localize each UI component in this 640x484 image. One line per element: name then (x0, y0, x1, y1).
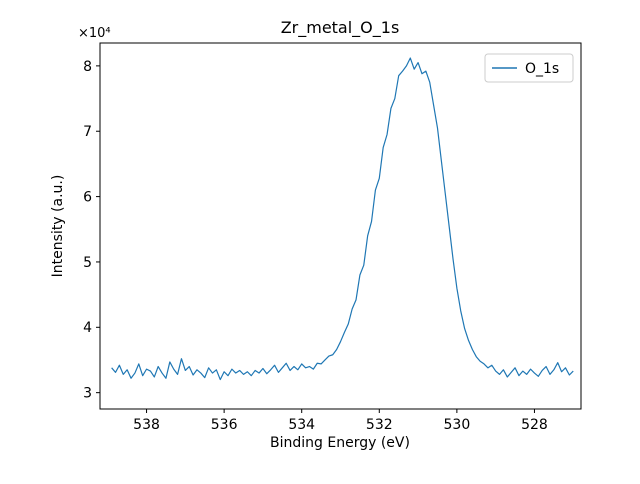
y-axis-label: Intensity (a.u.) (50, 175, 66, 278)
data-line-layer (111, 57, 574, 381)
o1s-spectrum-line (111, 57, 574, 381)
x-tick-label: 536 (211, 417, 238, 433)
y-tick-label: 5 (83, 255, 92, 271)
y-tick-label: 3 (83, 386, 92, 402)
y-tick-label: 6 (83, 189, 92, 205)
y-axis-offset-text: ×10⁴ (78, 26, 111, 41)
x-tick-label: 538 (133, 417, 160, 433)
x-tick-label: 534 (288, 417, 315, 433)
x-axis-label: Binding Energy (eV) (270, 435, 410, 451)
chart-title: Zr_metal_O_1s (281, 18, 400, 38)
plot-area-background (100, 43, 581, 409)
legend-box (484, 53, 574, 83)
x-tick-label: 528 (521, 417, 548, 433)
legend-label: O_1s (525, 61, 559, 77)
x-tick-label: 530 (444, 417, 471, 433)
legend: O_1s (484, 53, 574, 83)
axes-frame (99, 42, 582, 410)
y-tick-label: 7 (83, 124, 92, 140)
y-tick-label: 4 (83, 320, 92, 336)
y-tick-label: 8 (83, 59, 92, 75)
x-tick-label: 532 (366, 417, 393, 433)
axis-ticks-layer: 538 536 534 532 530 528 3 4 5 6 7 8 (83, 59, 548, 433)
